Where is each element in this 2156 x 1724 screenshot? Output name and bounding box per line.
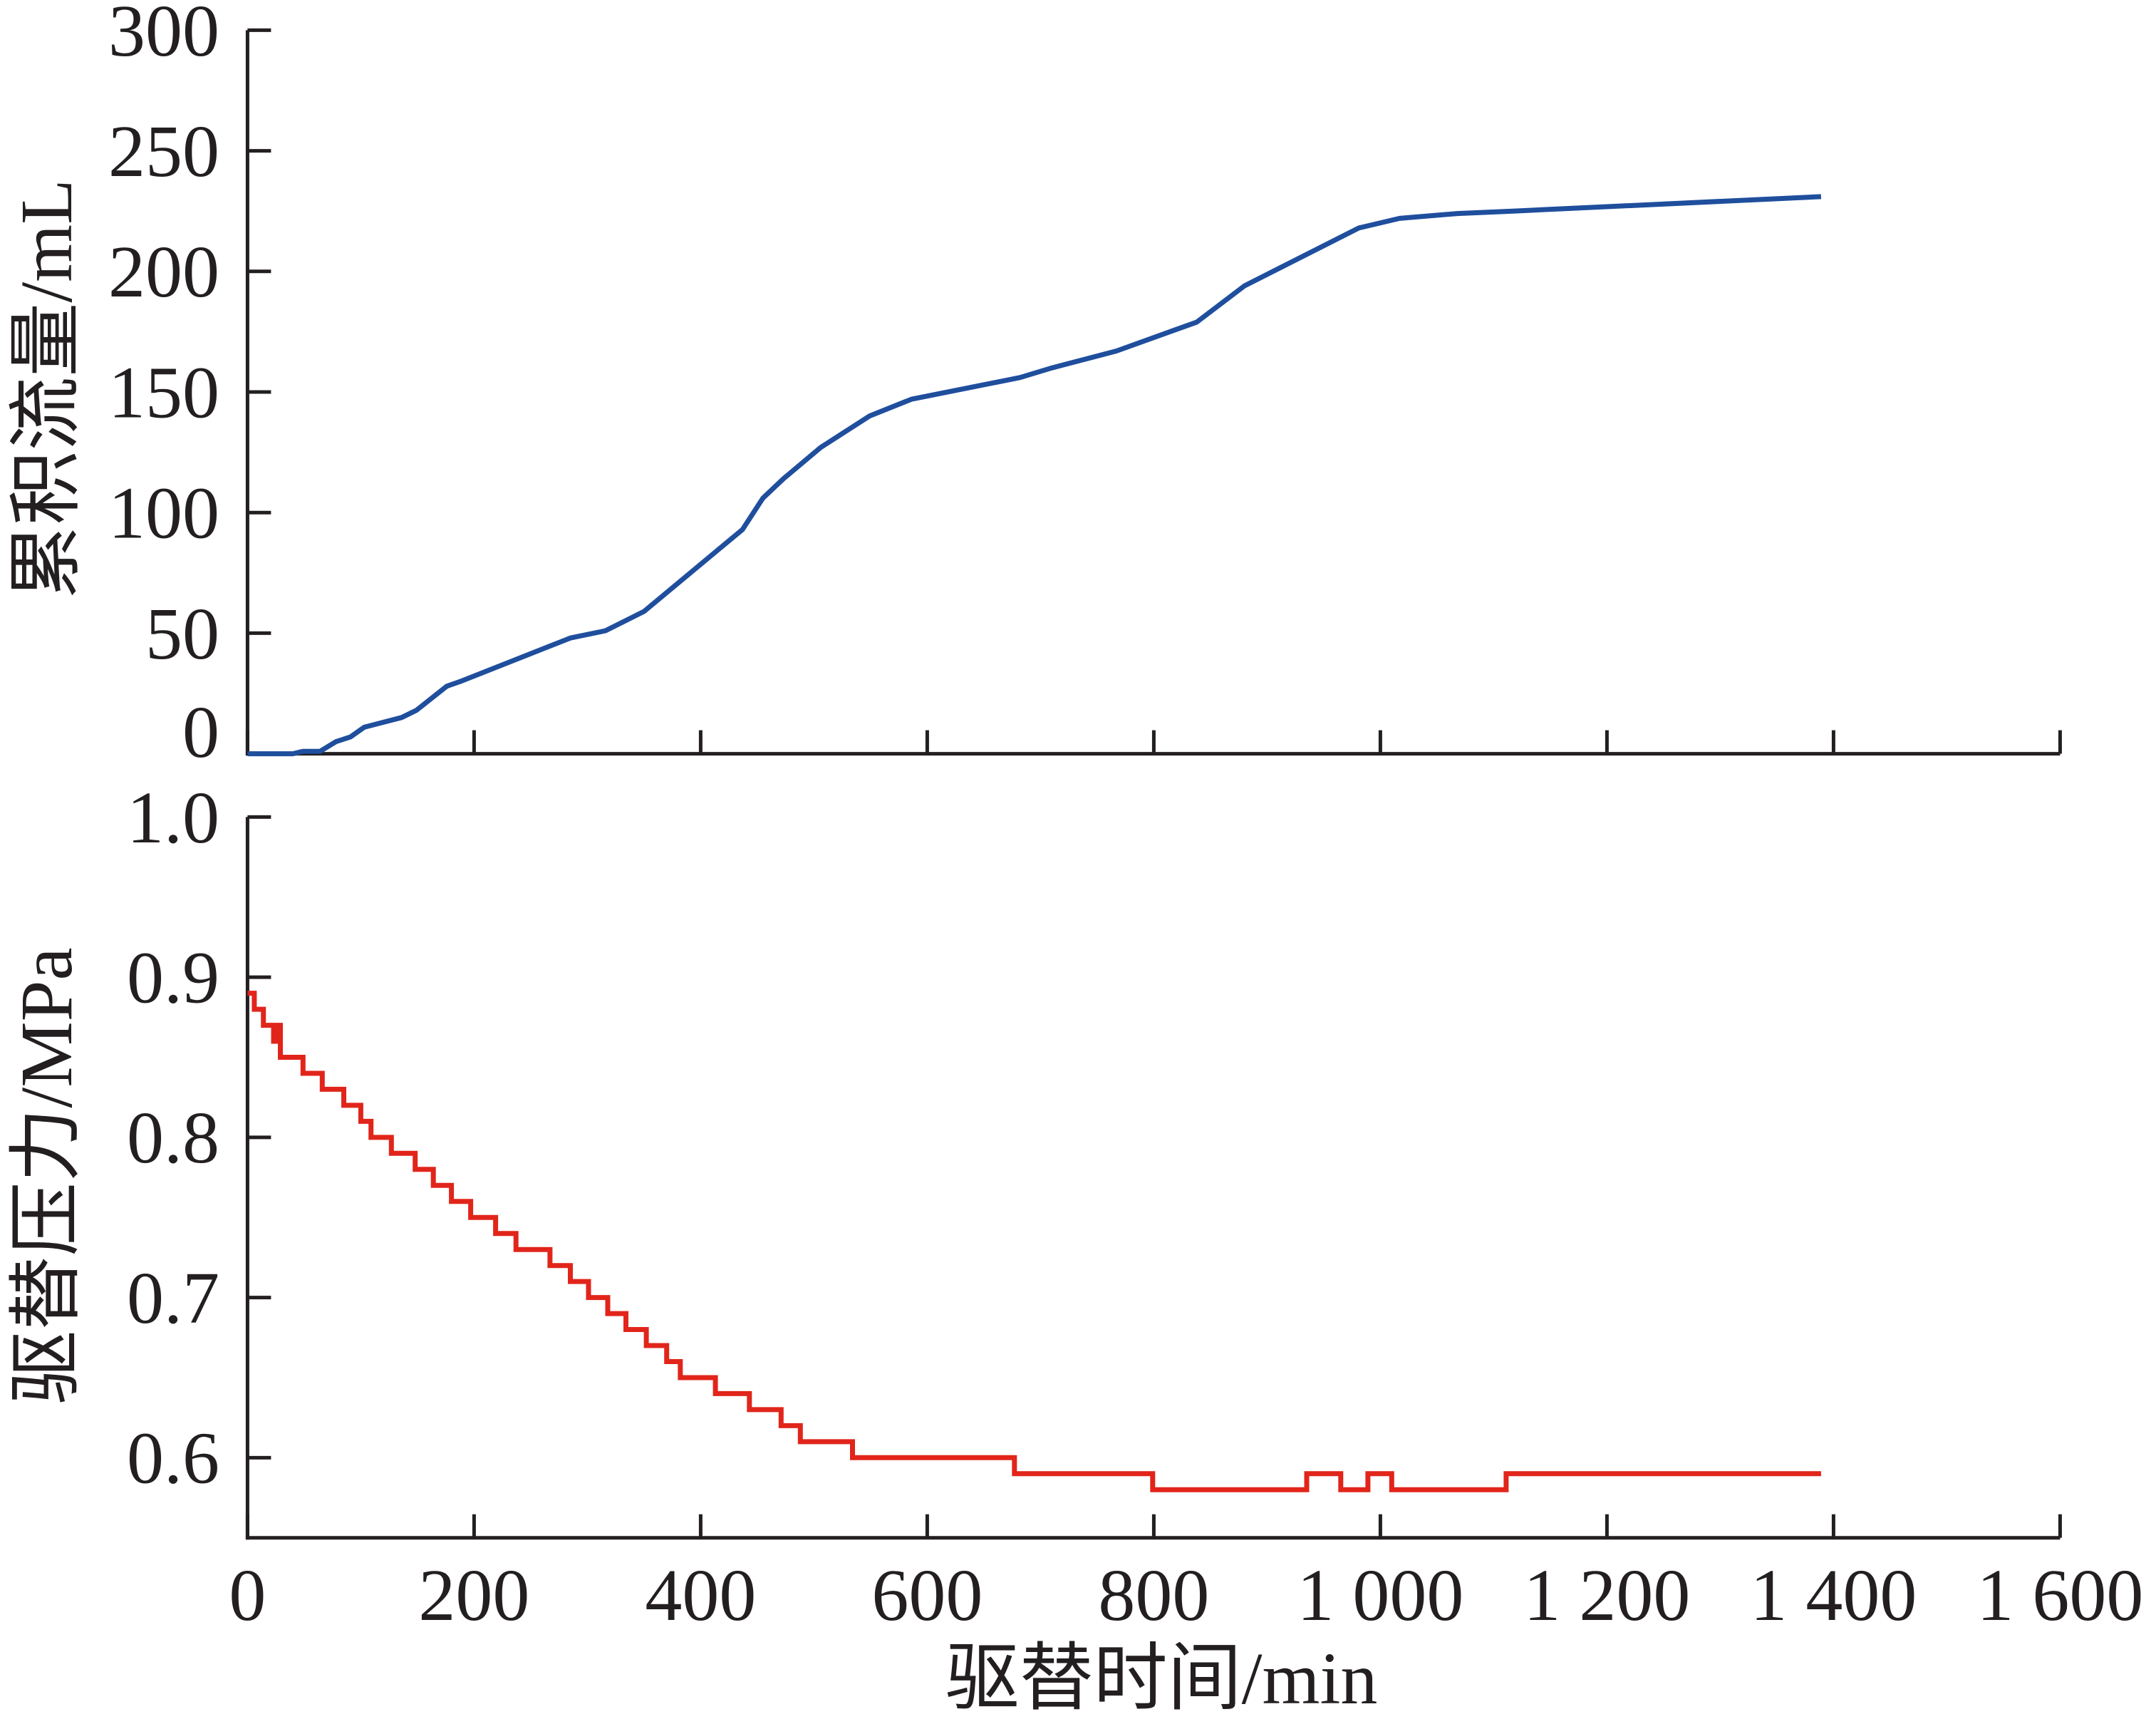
x-axis-title: 驱替时间/min — [945, 1638, 1378, 1720]
x-tick-label: 600 — [871, 1554, 983, 1636]
pressure-y-tick-label: 0.8 — [127, 1097, 219, 1179]
flow-y-tick-label: 0 — [182, 691, 219, 773]
flow-y-tick-label: 200 — [108, 231, 219, 313]
flow-y-tick-label: 50 — [145, 593, 219, 675]
x-tick-label: 1 000 — [1297, 1554, 1463, 1636]
flow-y-tick-label: 300 — [108, 0, 219, 72]
x-tick-label: 800 — [1098, 1554, 1209, 1636]
flow-y-axis-title: 累积流量/mL — [6, 179, 88, 599]
pressure-series-line — [247, 991, 1821, 1492]
x-tick-label: 0 — [229, 1554, 266, 1636]
x-tick-label: 400 — [645, 1554, 756, 1636]
x-tick-label: 1 400 — [1750, 1554, 1917, 1636]
pressure-y-tick-label: 1.0 — [127, 777, 219, 859]
x-tick-label: 200 — [418, 1554, 529, 1636]
pressure-y-axis-title: 驱替压力/MPa — [6, 947, 88, 1404]
pressure-y-tick-label: 0.9 — [127, 937, 219, 1019]
x-tick-label: 1 600 — [1976, 1554, 2143, 1636]
flow-series-line — [247, 194, 1822, 757]
pressure-y-tick-label: 0.7 — [127, 1257, 219, 1339]
flow-y-tick-label: 100 — [108, 473, 219, 554]
x-tick-label: 1 200 — [1523, 1554, 1690, 1636]
pressure-y-tick-label: 0.6 — [127, 1418, 219, 1500]
flow-panel: 0 50 100 150 200 250 300 — [108, 0, 2062, 773]
flow-y-tick-label: 250 — [108, 110, 219, 192]
pressure-panel: 0.6 0.7 0.8 0.9 1.0 0 200 400 600 800 1 000 1 200 1 … — [127, 777, 2143, 1636]
flow-y-tick-label: 150 — [108, 351, 219, 433]
